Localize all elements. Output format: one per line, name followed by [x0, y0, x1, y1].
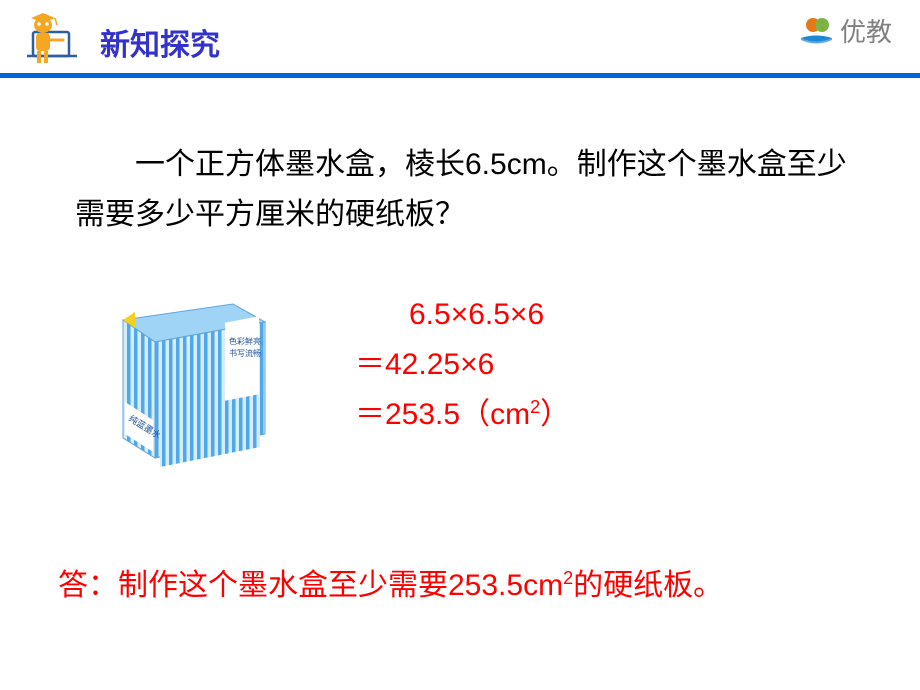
calc-line-3: ＝253.5（cm2）	[355, 390, 570, 440]
answer-text: 答：制作这个墨水盒至少需要253.5cm2的硬纸板。	[58, 560, 723, 604]
calculation: 6.5×6.5×6 ＝42.25×6 ＝253.5（cm2）	[355, 290, 570, 440]
header-divider	[0, 73, 920, 78]
svg-text:色彩鲜亮: 色彩鲜亮	[229, 336, 261, 346]
calc-line-1: 6.5×6.5×6	[355, 290, 570, 340]
teacher-icon	[25, 10, 80, 65]
brand-icon	[799, 13, 834, 48]
calc-line-2: ＝42.25×6	[355, 340, 570, 390]
question-text: 一个正方体墨水盒，棱长6.5cm。制作这个墨水盒至少需要多少平方厘米的硬纸板？	[75, 140, 860, 239]
brand-text: 优教	[840, 12, 892, 49]
svg-text:书写流畅: 书写流畅	[229, 348, 261, 358]
brand-logo: 优教	[799, 12, 892, 49]
ink-box-image: 纯蓝墨水 色彩鲜亮 书写流畅	[85, 292, 290, 467]
section-title: 新知探究	[100, 20, 220, 64]
